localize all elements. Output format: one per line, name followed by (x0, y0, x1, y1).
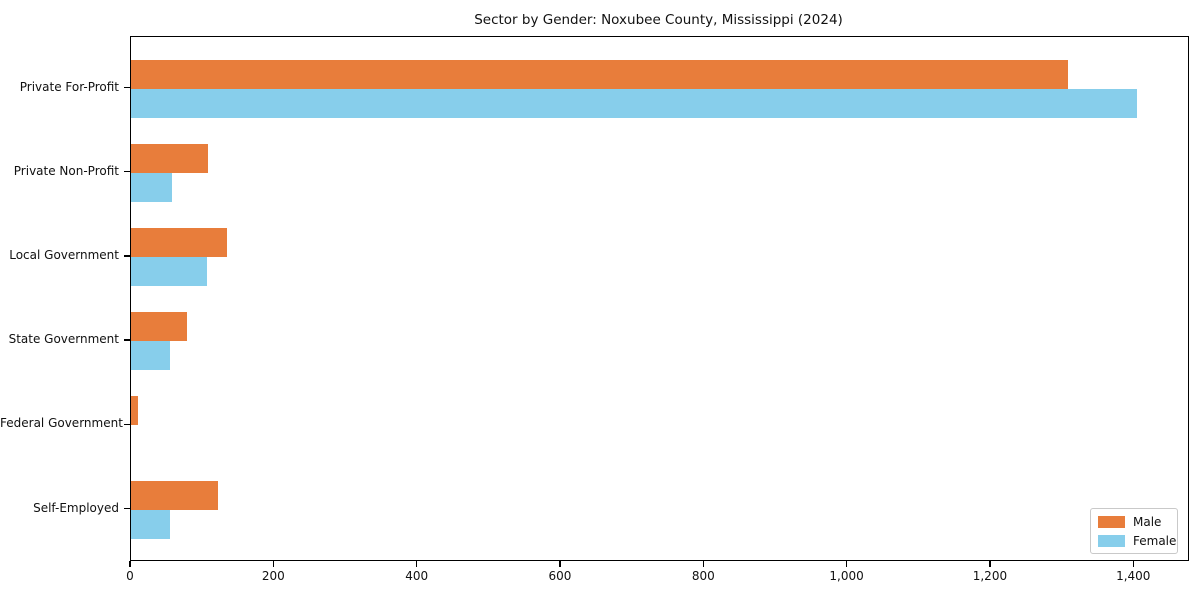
y-tick-label-5: Self-Employed (33, 500, 119, 515)
bar-female-0 (131, 88, 1138, 118)
x-tick-mark-0 (129, 560, 131, 567)
legend-label-female: Female (1133, 533, 1177, 548)
bar-female-5 (131, 509, 170, 539)
legend-swatch-male-icon (1098, 515, 1125, 528)
bar-female-2 (131, 256, 207, 286)
y-tick-label-4: Federal Government (0, 416, 123, 431)
bar-male-5 (131, 480, 219, 510)
x-tick-label-400: 400 (405, 569, 429, 583)
bar-female-3 (131, 341, 170, 371)
x-tick-label-1,200: 1,200 (972, 569, 1008, 583)
y-tick-label-1: Private Non-Profit (13, 163, 119, 178)
y-tick-mark-2 (124, 255, 130, 257)
x-tick-mark-600 (559, 560, 561, 567)
bar-male-2 (131, 227, 228, 257)
chart-title: Sector by Gender: Noxubee County, Missis… (474, 12, 843, 28)
x-tick-label-1,000: 1,000 (829, 569, 864, 583)
bar-male-0 (131, 59, 1069, 89)
bar-male-4 (131, 396, 139, 426)
legend-entry-male: Male (1098, 515, 1177, 529)
legend-swatch-female-icon (1098, 534, 1125, 547)
x-tick-label-1,400: 1,400 (1116, 569, 1151, 583)
x-tick-label-800: 800 (691, 569, 715, 583)
bar-male-1 (131, 143, 209, 173)
y-tick-label-0: Private For-Profit (19, 79, 119, 94)
x-tick-mark-400 (415, 560, 418, 567)
y-tick-mark-1 (124, 170, 130, 173)
legend-entry-female: Female (1098, 534, 1177, 548)
x-tick-label-200: 200 (261, 569, 285, 583)
x-tick-label-600: 600 (548, 569, 572, 583)
x-tick-mark-200 (272, 560, 275, 567)
bar-male-3 (131, 312, 187, 342)
y-tick-label-3: State Government (8, 332, 119, 347)
y-tick-mark-5 (124, 507, 130, 510)
x-tick-mark-1,200 (989, 560, 991, 567)
x-tick-mark-800 (702, 560, 705, 567)
legend-label-male: Male (1133, 514, 1162, 529)
plot-area (130, 36, 1189, 561)
y-tick-mark-3 (124, 339, 130, 341)
bar-female-1 (131, 172, 172, 202)
legend: Male Female (1090, 508, 1178, 554)
y-tick-label-2: Local Government (9, 247, 119, 262)
y-tick-mark-0 (124, 86, 130, 89)
x-tick-label-0: 0 (126, 569, 134, 583)
x-tick-mark-1,400 (1132, 560, 1134, 567)
y-tick-mark-4 (124, 423, 130, 426)
x-tick-mark-1,000 (845, 560, 848, 567)
